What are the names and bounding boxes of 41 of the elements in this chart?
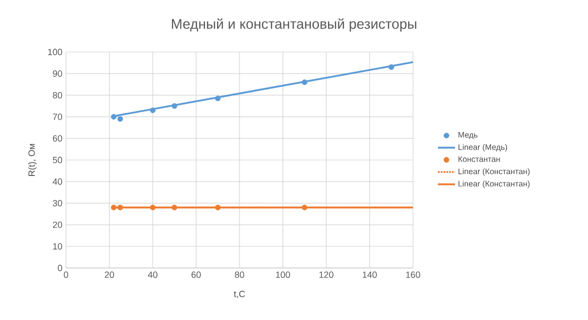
point <box>172 204 178 210</box>
y-tick-label: 10 <box>53 243 62 250</box>
x-tick-label: 160 <box>406 272 420 278</box>
point <box>302 79 308 86</box>
y-tick-label: 40 <box>52 178 62 185</box>
point <box>215 96 221 102</box>
x-tick-label: 140 <box>362 272 377 278</box>
y-tick-label: 80 <box>52 92 62 98</box>
y-axis-title: R(t), Ом <box>28 144 37 176</box>
point <box>117 116 124 122</box>
point <box>150 108 156 114</box>
x-tick-label: 80 <box>234 272 244 278</box>
x-tick-label: 40 <box>148 272 158 278</box>
x-tick-label: 20 <box>104 272 114 278</box>
legend-label: Константан <box>458 156 500 162</box>
point <box>110 114 117 120</box>
point <box>150 204 156 210</box>
y-tick-label: 100 <box>48 48 62 56</box>
legend-label: Linear (Медь) <box>458 144 508 152</box>
x-tick-label: 100 <box>276 272 290 278</box>
y-tick-label: 30 <box>52 200 62 206</box>
point <box>215 204 221 210</box>
y-tick-label: 70 <box>52 114 62 120</box>
x-axis-title: t,C <box>234 290 245 298</box>
point <box>117 204 124 210</box>
y-tick-label: 60 <box>52 135 62 142</box>
x-tick-label: 0 <box>64 272 68 278</box>
point <box>302 204 308 210</box>
point <box>172 103 178 109</box>
legend-label: Linear (Константан) <box>458 180 530 188</box>
point <box>388 64 394 70</box>
y-tick-label: 20 <box>52 222 62 228</box>
x-tick-label: 120 <box>319 272 334 278</box>
legend-label: Медь <box>458 132 478 140</box>
chart-title: Медный и константановый резисторы <box>172 18 416 32</box>
point <box>110 204 117 210</box>
y-tick-label: 50 <box>52 156 62 164</box>
y-tick-label: 90 <box>52 70 62 77</box>
y-tick-label: 0 <box>58 264 62 272</box>
x-tick-label: 60 <box>192 272 201 278</box>
legend-label: Linear (Константан) <box>458 168 530 176</box>
